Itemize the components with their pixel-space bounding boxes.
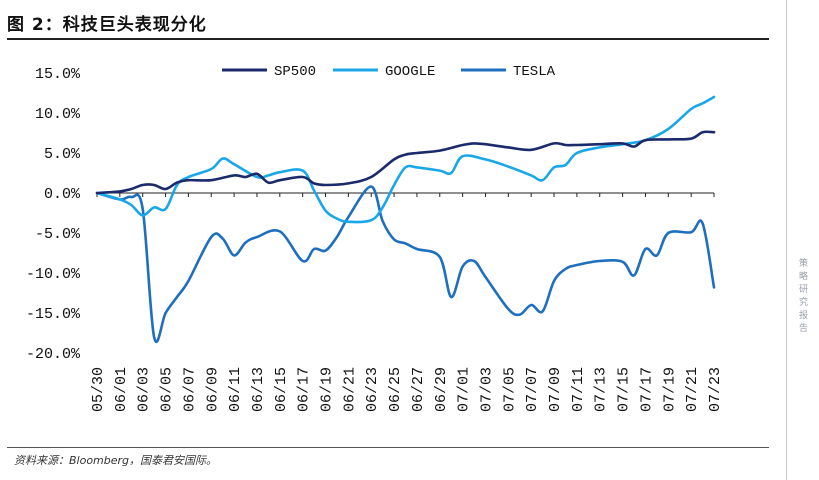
series-layer [95,95,716,343]
y-tick-label: -10.0% [26,266,81,283]
line-chart: 15.0% 10.0% 5.0% 0.0% -5.0% -10.0% -15.0% -20.0… [26,64,724,412]
x-tick-label: 06/19 [319,367,336,412]
series-line-google [95,95,716,224]
x-tick-label: 06/25 [387,367,404,412]
series-line-sp500 [95,130,716,195]
x-tick-label: 07/19 [661,367,678,412]
x-tick-label: 06/01 [113,367,130,412]
legend-label-sp500: SP500 [274,64,316,80]
x-tick-label: 06/15 [273,367,290,412]
legend: SP500 GOOGLE TESLA [222,64,556,80]
x-tick-label: 07/13 [593,367,610,412]
y-tick-label: 15.0% [35,66,81,83]
y-tick-label: -15.0% [26,306,81,323]
x-tick-label: 07/21 [684,367,701,412]
y-tick-label: 0.0% [44,186,81,203]
title-divider [7,38,769,40]
x-tick-label: 06/13 [250,367,267,412]
x-tick-label: 06/07 [181,367,198,412]
x-tick-label: 07/07 [524,367,541,412]
y-tick-label: 10.0% [35,106,81,123]
x-tick-label: 06/27 [410,367,427,412]
x-tick-label: 06/03 [136,367,153,412]
x-tick-label: 06/17 [296,367,313,412]
x-tick-label: 07/11 [570,367,587,412]
source-note: 资料来源：Bloomberg，国泰君安国际。 [14,454,218,467]
x-tick-label: 06/23 [364,367,381,412]
axis-layer: 15.0% 10.0% 5.0% 0.0% -5.0% -10.0% -15.0% -20.0… [26,66,724,412]
x-tick-label: 05/30 [90,367,107,412]
x-tick-label: 07/23 [707,367,724,412]
x-tick-label: 06/11 [227,367,244,412]
figure-title: 图 2：科技巨头表现分化 [7,15,207,35]
x-tick-label: 07/05 [501,367,518,412]
y-tick-label: -20.0% [26,346,81,363]
y-tick-label: -5.0% [35,226,81,243]
x-tick-label: 06/05 [159,367,176,412]
x-tick-label: 07/01 [456,367,473,412]
x-tick-label: 06/29 [433,367,450,412]
x-tick-label: 07/09 [547,367,564,412]
legend-label-tesla: TESLA [513,64,556,80]
x-tick-label: 06/21 [341,367,358,412]
side-panel [786,0,819,480]
x-tick-label: 06/09 [204,367,221,412]
side-label: 策略研究报告 [797,258,807,336]
y-tick-label: 5.0% [44,146,81,163]
legend-label-google: GOOGLE [385,64,435,80]
x-tick-label: 07/17 [638,367,655,412]
source-divider [7,447,769,448]
x-tick-label: 07/03 [478,367,495,412]
x-tick-label: 07/15 [616,367,633,412]
series-line-tesla [95,185,716,343]
